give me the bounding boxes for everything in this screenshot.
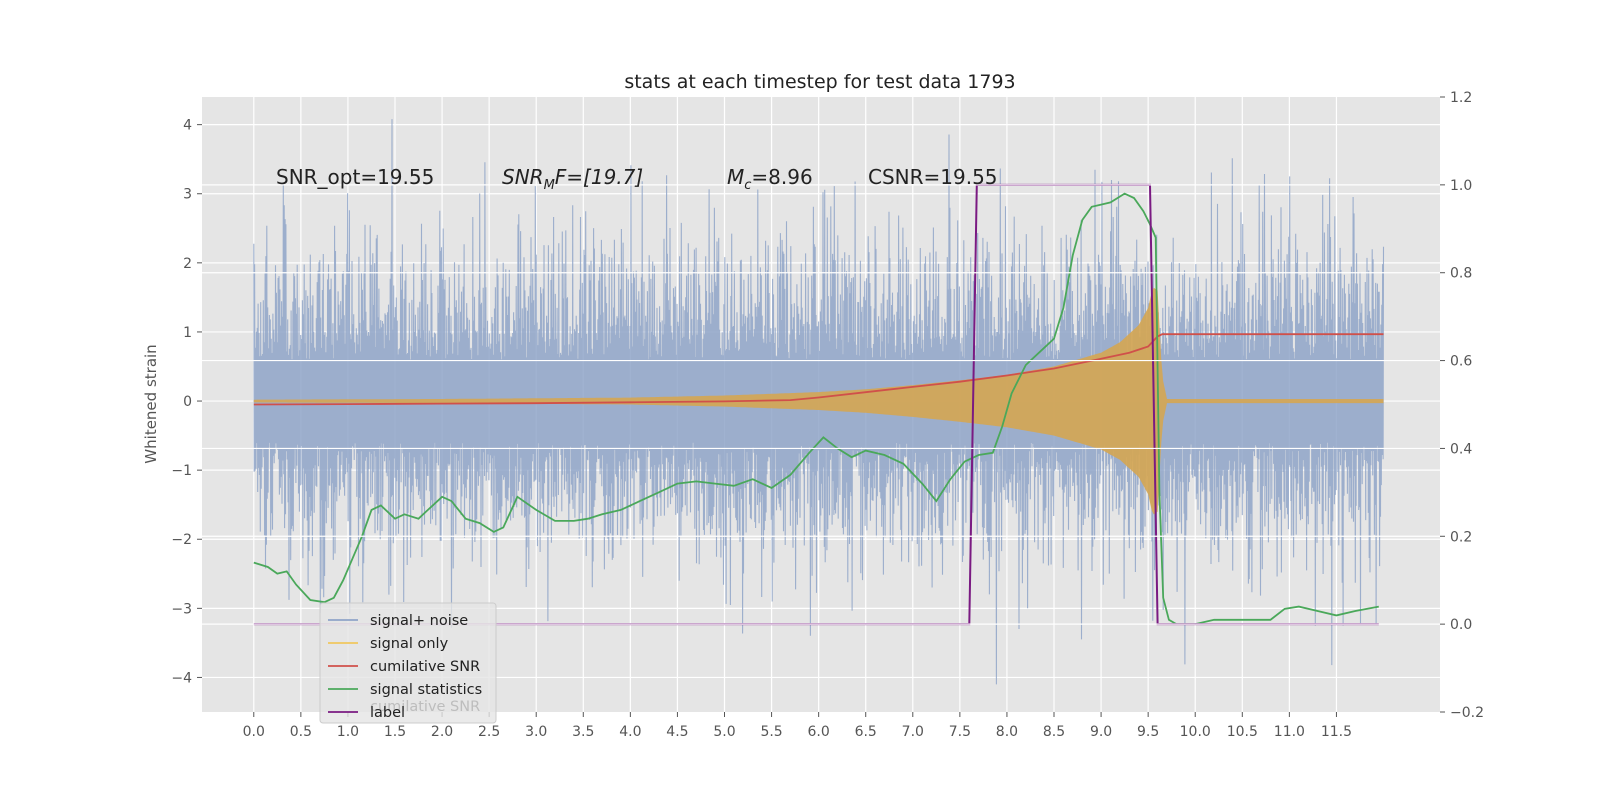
y-tick-label: −4	[171, 670, 192, 686]
x-tick-label: 8.5	[1043, 724, 1065, 740]
y-tick-label: −3	[171, 601, 192, 617]
legend-label: signal only	[370, 636, 449, 652]
x-tick-label: 10.0	[1180, 724, 1211, 740]
y2-tick-label: 0.8	[1450, 266, 1472, 282]
x-axis: 0.0 0.5 1.0 1.5 2.0 2.5 3.0 3.5 4.0 4.5 5.0 5.5 6.0 6…	[243, 712, 1352, 740]
legend-item-signal-statistics: signal statistics	[328, 682, 482, 698]
y-tick-label: −2	[171, 532, 192, 548]
annotation-snr-opt: SNR_opt=19.55	[276, 165, 434, 189]
x-tick-label: 4.5	[666, 724, 688, 740]
y2-tick-label: 1.0	[1450, 178, 1472, 194]
cumulative-snr-series	[253, 333, 1384, 406]
legend-item-label: label	[328, 705, 405, 721]
x-tick-label: 11.0	[1274, 724, 1305, 740]
x-tick-label: 9.0	[1090, 724, 1112, 740]
y-tick-label: 2	[183, 256, 192, 272]
legend: cumilative SNR signal+ noise signal only c…	[319, 602, 497, 724]
y-axis-label: Whitened strain	[142, 344, 160, 463]
x-tick-label: 11.5	[1321, 724, 1352, 740]
x-tick-label: 7.0	[902, 724, 924, 740]
x-tick-label: 0.5	[290, 724, 312, 740]
x-tick-label: 1.5	[384, 724, 406, 740]
y2-tick-label: −0.2	[1450, 705, 1484, 721]
y-tick-label: −1	[171, 463, 192, 479]
x-tick-label: 1.0	[337, 724, 359, 740]
signal-plus-noise-series	[253, 119, 1385, 685]
x-tick-label: 5.0	[713, 724, 735, 740]
y2-axis: 1.2 1.0 0.8 0.6 0.4 0.2 0.0 −0.2	[1440, 90, 1484, 721]
x-tick-label: 6.0	[808, 724, 830, 740]
signal-only-series	[253, 287, 1384, 515]
x-tick-label: 6.5	[855, 724, 877, 740]
y-axis: 4 3 2 1 0 −1 −2 −3 −4	[171, 118, 202, 686]
legend-label: signal statistics	[370, 682, 482, 698]
y2-tick-label: 0.2	[1450, 529, 1472, 545]
y2-tick-label: 0.0	[1450, 617, 1472, 633]
y-tick-label: 3	[183, 187, 192, 203]
x-tick-label: 3.0	[525, 724, 547, 740]
x-tick-label: 5.5	[760, 724, 782, 740]
x-tick-label: 3.5	[572, 724, 594, 740]
x-tick-label: 9.5	[1137, 724, 1159, 740]
y2-tick-label: 0.4	[1450, 441, 1472, 457]
y-tick-label: 1	[183, 325, 192, 341]
y2-tick-label: 0.6	[1450, 354, 1472, 370]
y-tick-label: 0	[183, 394, 192, 410]
legend-label: signal+ noise	[370, 613, 468, 629]
x-tick-label: 2.0	[431, 724, 453, 740]
legend-label: cumilative SNR	[370, 659, 480, 675]
legend-box	[319, 602, 497, 724]
y-tick-label: 4	[183, 118, 192, 134]
annotation-mc: Mc=8.96	[727, 165, 813, 193]
chart-title: stats at each timestep for test data 179…	[624, 71, 1015, 93]
legend-label: label	[370, 705, 405, 721]
x-tick-label: 10.5	[1227, 724, 1258, 740]
annotation-csnr: CSNR=19.55	[868, 165, 998, 189]
legend-item-signal-noise: signal+ noise	[328, 613, 468, 629]
x-tick-label: 0.0	[243, 724, 265, 740]
y2-tick-label: 1.2	[1450, 90, 1472, 106]
legend-item-signal-only: signal only	[328, 636, 449, 652]
x-tick-label: 7.5	[949, 724, 971, 740]
x-tick-label: 8.0	[996, 724, 1018, 740]
legend-ghost-text: cumilative SNR	[370, 699, 480, 715]
x-tick-label: 4.0	[619, 724, 641, 740]
annotation-snr-mf: SNRMF=[19.7]	[502, 165, 643, 193]
legend-item-cumulative-snr: cumilative SNR	[328, 659, 480, 675]
x-tick-label: 2.5	[478, 724, 500, 740]
